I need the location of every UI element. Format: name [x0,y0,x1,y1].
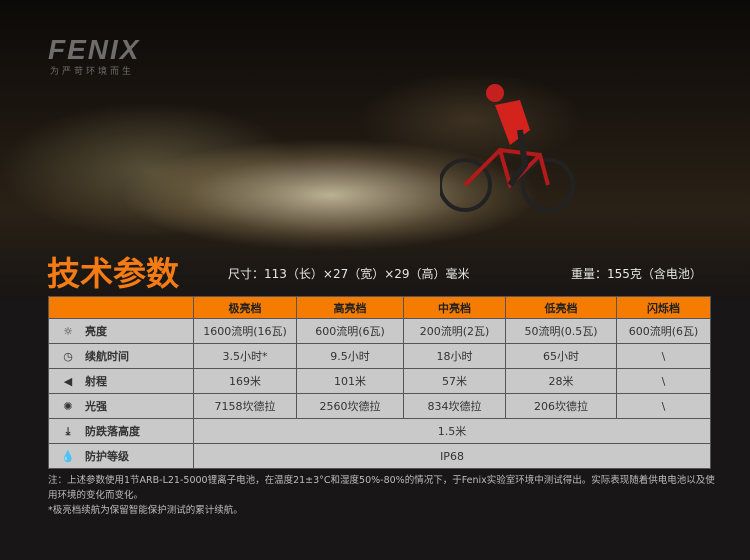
beam-icon: ◀ [63,375,73,388]
footnote: 注：上述参数使用1节ARB-L21-5000锂离子电池，在温度21±3°C和湿度… [48,475,715,501]
cell: 7158坎德拉 [193,393,297,419]
weight-text: 重量：155克（含电池） [571,267,702,281]
table-row: ✺ 光强 7158坎德拉 2560坎德拉 834坎德拉 206坎德拉 \ [48,393,711,419]
drop-icon: ⤓ [65,425,71,438]
row-label: 射程 [85,375,107,388]
footnote: *极亮档续航为保留智能保护测试的累计续航。 [48,505,243,516]
cell: 101米 [296,368,404,394]
sun-icon: ☼ [63,325,73,338]
fenix-logo: FENIX [48,34,141,65]
row-label: 防跌落高度 [85,425,140,438]
cell: 200流明(2瓦) [403,318,506,344]
page-title: 技术参数 [47,254,179,293]
cyclist-illustration [440,84,575,212]
cell: 28米 [505,368,617,394]
cell: 57米 [403,368,506,394]
intensity-icon: ✺ [63,400,73,413]
cell: \ [616,343,711,369]
col-header: 中亮档 [403,296,506,319]
footnotes: 注：上述参数使用1节ARB-L21-5000锂离子电池，在温度21±3°C和湿度… [48,473,718,518]
cell: 2560坎德拉 [296,393,404,419]
spec-table: 极亮档 高亮档 中亮档 低亮档 闪烁档 ☼ 亮度 1600流明(16瓦) 600流明… [48,296,711,469]
cell: \ [616,368,711,394]
table-row: ◷ 续航时间 3.5小时* 9.5小时 18小时 65小时 \ [48,343,711,369]
cell: 600流明(6瓦) [296,318,404,344]
cell: 65小时 [505,343,617,369]
col-header: 极亮档 [193,296,297,319]
cell: 834坎德拉 [403,393,506,419]
table-row: ☼ 亮度 1600流明(16瓦) 600流明(6瓦) 200流明(2瓦) 50流明(0.… [48,318,711,344]
row-label: 续航时间 [85,350,129,363]
water-icon: 💧 [61,450,75,463]
table-row: ◀ 射程 169米 101米 57米 28米 \ [48,368,711,394]
col-header: 高亮档 [296,296,404,319]
dimensions-text: 尺寸：113（长）×27（宽）×29（高）毫米 [228,267,470,281]
cell: 600流明(6瓦) [616,318,711,344]
table-row: ⤓ 防跌落高度 1.5米 [48,418,711,444]
row-label: 防护等级 [85,450,129,463]
cell: 1.5米 [193,418,711,444]
col-header: 闪烁档 [616,296,711,319]
brand-tagline: 为严苛环境而生 [50,67,135,77]
clock-icon: ◷ [63,350,73,363]
table-header-row: 极亮档 高亮档 中亮档 低亮档 闪烁档 [48,296,711,319]
table-row: 💧 防护等级 IP68 [48,443,711,469]
cell: 1600流明(16瓦) [193,318,297,344]
row-label: 亮度 [85,325,107,338]
row-label: 光强 [85,400,107,413]
cell: 50流明(0.5瓦) [505,318,617,344]
cell: 3.5小时* [193,343,297,369]
col-header [48,296,194,319]
cell: 9.5小时 [296,343,404,369]
cell: IP68 [193,443,711,469]
cell: 169米 [193,368,297,394]
cell: 18小时 [403,343,506,369]
cell: 206坎德拉 [505,393,617,419]
col-header: 低亮档 [505,296,617,319]
cell: \ [616,393,711,419]
